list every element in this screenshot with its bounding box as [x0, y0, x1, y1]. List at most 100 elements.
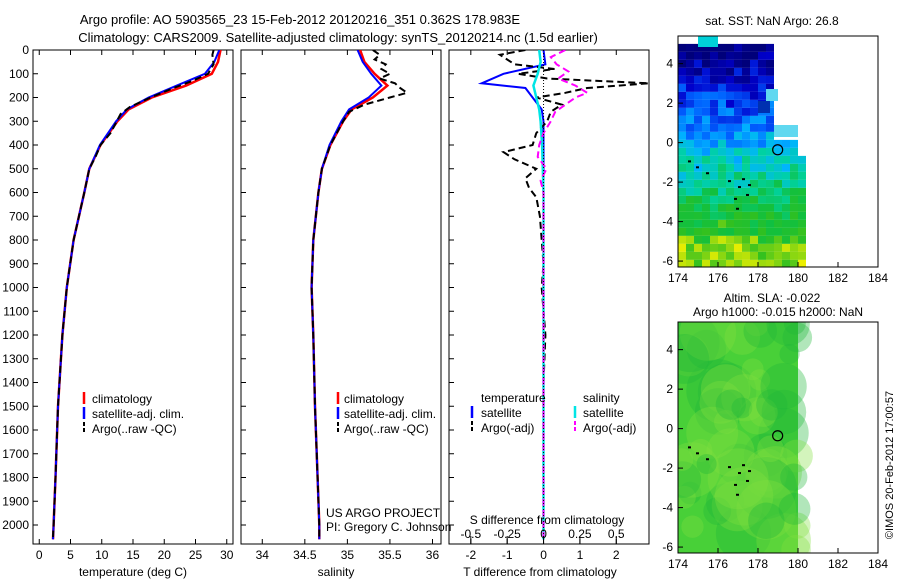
sst-cell	[766, 131, 774, 140]
sst-cell	[734, 211, 742, 220]
sst-cell	[782, 139, 790, 148]
sst-cell	[774, 125, 786, 137]
sst-map	[678, 36, 806, 267]
coast-dot	[746, 193, 749, 196]
sst-cell	[774, 227, 782, 236]
sst-cell	[758, 259, 766, 267]
sst-cell	[774, 163, 782, 172]
sst-cell	[774, 147, 782, 156]
sst-cell	[758, 187, 766, 196]
series-argo-raw-qc-	[52, 50, 215, 537]
sst-cell	[734, 179, 742, 188]
sst-cell	[726, 227, 734, 236]
s-tick-label: 0.5	[608, 527, 625, 541]
map-y-tick-label: 0	[666, 422, 673, 436]
sst-cell	[750, 43, 758, 52]
sst-cell	[726, 99, 734, 108]
sst-cell	[702, 211, 710, 220]
sst-cell	[686, 219, 694, 228]
s-tick-label: -0.25	[494, 527, 522, 541]
sst-cell	[734, 155, 742, 164]
sst-cell	[678, 123, 686, 132]
sst-cell	[710, 115, 718, 124]
sst-cell	[766, 171, 774, 180]
sst-cell	[686, 75, 694, 84]
sst-cell	[726, 83, 734, 92]
sst-cell	[686, 107, 694, 116]
sst-cell	[750, 67, 758, 76]
salinity-plot: 34 34.5 35 35.5 36	[241, 49, 439, 562]
sst-cell	[678, 139, 686, 148]
sst-cell	[766, 163, 774, 172]
sst-cell	[694, 203, 702, 212]
x-tick-label: 1	[577, 548, 584, 562]
sst-cell	[702, 227, 710, 236]
sla-blob	[678, 442, 720, 498]
series-satellite-adj-clim-	[310, 50, 383, 540]
sst-cell	[678, 187, 686, 196]
map-x-tick-label: 184	[868, 557, 888, 571]
x-tick-label: 0	[540, 548, 547, 562]
sst-cell	[734, 219, 742, 228]
sst-cell	[702, 219, 710, 228]
y-tick-label: 1400	[2, 376, 29, 390]
sst-cell	[710, 163, 718, 172]
sst-cell	[718, 123, 726, 132]
sla-blob	[748, 502, 785, 540]
coast-dot	[742, 464, 745, 467]
sst-cell	[742, 131, 750, 140]
sst-cell	[718, 139, 726, 148]
sst-cell	[750, 187, 758, 196]
sst-cell	[726, 91, 734, 100]
sst-map-frame	[677, 35, 879, 268]
footer-imos: ©IMOS 20-Feb-2012 17:00:57	[884, 391, 896, 539]
y-tick-label: 400	[9, 138, 29, 152]
y-tick-label: 2000	[2, 518, 29, 532]
sst-cell	[698, 36, 710, 47]
sla-blob	[679, 322, 737, 361]
sst-cell	[742, 123, 750, 132]
sst-cell	[742, 43, 750, 52]
sst-cell	[678, 131, 686, 140]
sst-cell	[702, 59, 710, 68]
coast-dot	[748, 470, 751, 473]
sst-cell	[694, 99, 702, 108]
x-tick-label: 2	[613, 548, 620, 562]
sla-blob	[743, 322, 777, 348]
sst-cell	[718, 131, 726, 140]
sst-cell	[718, 115, 726, 124]
figure-title-line1: Argo profile: AO 5903565_23 15-Feb-2012 …	[80, 12, 521, 27]
sla-blob	[741, 358, 764, 381]
sst-cell	[694, 227, 702, 236]
map-x-tick-label: 184	[868, 271, 888, 285]
sst-cell	[790, 163, 798, 172]
sst-cell	[710, 179, 718, 188]
map-x-tick-label: 174	[668, 271, 688, 285]
map-y-tick-label: 2	[666, 96, 673, 110]
sst-cell	[758, 147, 766, 156]
sst-cell	[750, 91, 758, 100]
salinity-panel-frame	[240, 49, 442, 545]
sst-cell	[750, 139, 758, 148]
legend-label-argo: Argo(..raw -QC)	[344, 422, 429, 436]
sst-cell	[774, 235, 782, 244]
sst-cell	[766, 227, 774, 236]
sst-cell	[742, 171, 750, 180]
sst-cell	[726, 123, 734, 132]
sst-cell	[766, 43, 774, 52]
sst-cell	[726, 179, 734, 188]
sst-cell	[742, 219, 750, 228]
x-tick-label: 34	[256, 548, 270, 562]
sst-cell	[742, 187, 750, 196]
sst-cell	[678, 155, 686, 164]
sst-cell	[686, 59, 694, 68]
sst-cell	[750, 235, 758, 244]
sst-cell	[710, 171, 718, 180]
sla-blob	[686, 359, 750, 423]
sst-cell	[774, 243, 782, 252]
sst-cell	[726, 147, 734, 156]
sst-cell	[710, 59, 718, 68]
legend-label-s-satellite: satellite	[583, 406, 624, 420]
difference-panel-frame	[448, 49, 650, 545]
